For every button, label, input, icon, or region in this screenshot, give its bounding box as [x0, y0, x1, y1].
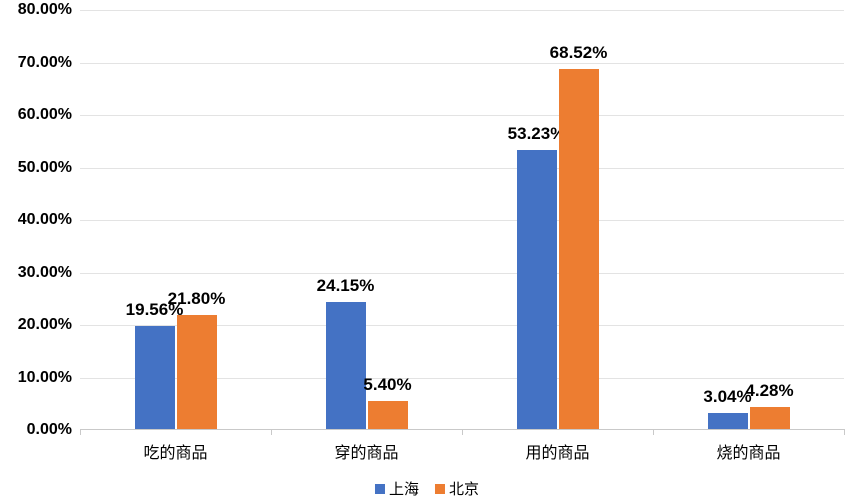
x-tick-mark: [462, 429, 463, 435]
gridline: [80, 168, 844, 169]
legend: 上海 北京: [375, 478, 479, 499]
y-tick-label: 50.00%: [18, 159, 72, 177]
legend-swatch: [435, 484, 445, 494]
bar-value-label: 5.40%: [363, 375, 411, 395]
legend-swatch: [375, 484, 385, 494]
bar-北京: 4.28%: [750, 407, 790, 429]
legend-label: 上海: [389, 478, 419, 499]
bar-value-label: 4.28%: [745, 381, 793, 401]
x-category-label: 烧的商品: [716, 439, 780, 463]
bar-value-label: 68.52%: [550, 43, 608, 63]
gridline: [80, 273, 844, 274]
legend-item: 北京: [435, 478, 479, 499]
x-category-label: 吃的商品: [143, 439, 207, 463]
x-tick-mark: [844, 429, 845, 435]
y-tick-label: 20.00%: [18, 316, 72, 334]
y-tick-label: 40.00%: [18, 211, 72, 229]
x-tick-mark: [653, 429, 654, 435]
x-tick-mark: [80, 429, 81, 435]
bar-上海: 24.15%: [326, 302, 366, 429]
y-tick-label: 30.00%: [18, 264, 72, 282]
legend-label: 北京: [449, 478, 479, 499]
bar-value-label: 3.04%: [703, 387, 751, 407]
y-tick-label: 70.00%: [18, 54, 72, 72]
x-category-label: 穿的商品: [334, 439, 398, 463]
bar-北京: 5.40%: [368, 401, 408, 429]
bar-上海: 19.56%: [135, 326, 175, 429]
bar-value-label: 24.15%: [317, 276, 375, 296]
x-tick-mark: [271, 429, 272, 435]
y-tick-label: 0.00%: [27, 421, 72, 439]
grouped-bar-chart: 0.00% 10.00% 20.00% 30.00% 40.00% 50.00% 60.00…: [0, 0, 854, 501]
x-category-label: 用的商品: [525, 439, 589, 463]
bar-上海: 3.04%: [708, 413, 748, 429]
gridline: [80, 220, 844, 221]
gridline: [80, 63, 844, 64]
plot-area: 0.00%10.00%20.00%30.00%40.00%50.00%60.00…: [80, 10, 844, 430]
gridline: [80, 10, 844, 11]
bar-value-label: 21.80%: [168, 289, 226, 309]
y-tick-label: 60.00%: [18, 106, 72, 124]
bar-北京: 68.52%: [559, 69, 599, 429]
gridline: [80, 115, 844, 116]
bar-北京: 21.80%: [177, 315, 217, 429]
bar-上海: 53.23%: [517, 150, 557, 429]
y-tick-label: 80.00%: [18, 1, 72, 19]
bar-value-label: 53.23%: [508, 124, 566, 144]
legend-item: 上海: [375, 478, 419, 499]
y-tick-label: 10.00%: [18, 369, 72, 387]
